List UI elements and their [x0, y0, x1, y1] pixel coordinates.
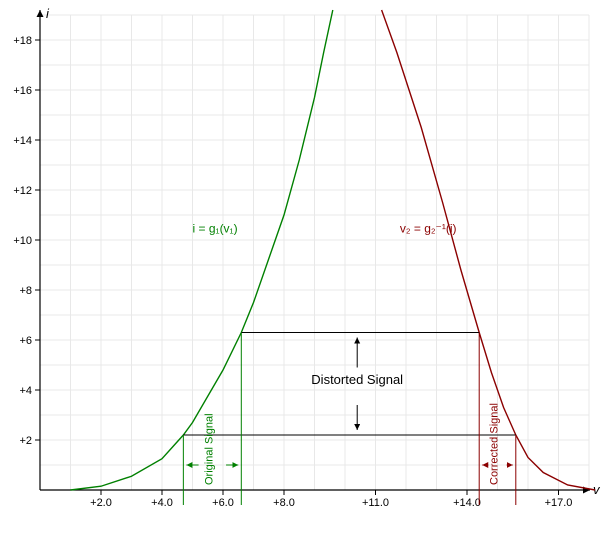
y-tick-label: +8: [19, 285, 32, 297]
y-tick-label: +10: [13, 235, 32, 247]
x-tick-label: +8.0: [273, 497, 295, 509]
y-tick-label: +14: [13, 135, 32, 147]
x-tick-label: +2.0: [90, 497, 112, 509]
green-curve-label: i = g₁(v₁): [193, 222, 238, 236]
x-tick-label: +17.0: [545, 497, 573, 509]
y-tick-label: +4: [19, 385, 32, 397]
x-tick-label: +14.0: [453, 497, 481, 509]
original-signal-label: Original Signal: [203, 413, 215, 485]
y-tick-label: +16: [13, 85, 32, 97]
y-tick-label: +18: [13, 35, 32, 47]
green-curve: [71, 10, 333, 490]
x-tick-label: +11.0: [362, 497, 389, 509]
y-tick-label: +12: [13, 185, 32, 197]
corrected-signal-label: Corrected Signal: [489, 403, 501, 485]
x-tick-label: +4.0: [151, 497, 173, 509]
distorted-signal-label: Distorted Signal: [311, 372, 403, 387]
signal-chart: +2.0 +4.0 +6.0 +8.0 +11.0 +14.0 +17.0 +2 +4 +6 +8 +…: [0, 0, 608, 533]
y-axis-title: i: [46, 6, 50, 21]
red-curve-label: v₂ = g₂⁻¹(i): [400, 222, 457, 236]
x-tick-label: +6.0: [212, 497, 234, 509]
y-tick-label: +2: [19, 435, 32, 447]
y-tick-label: +6: [19, 335, 32, 347]
